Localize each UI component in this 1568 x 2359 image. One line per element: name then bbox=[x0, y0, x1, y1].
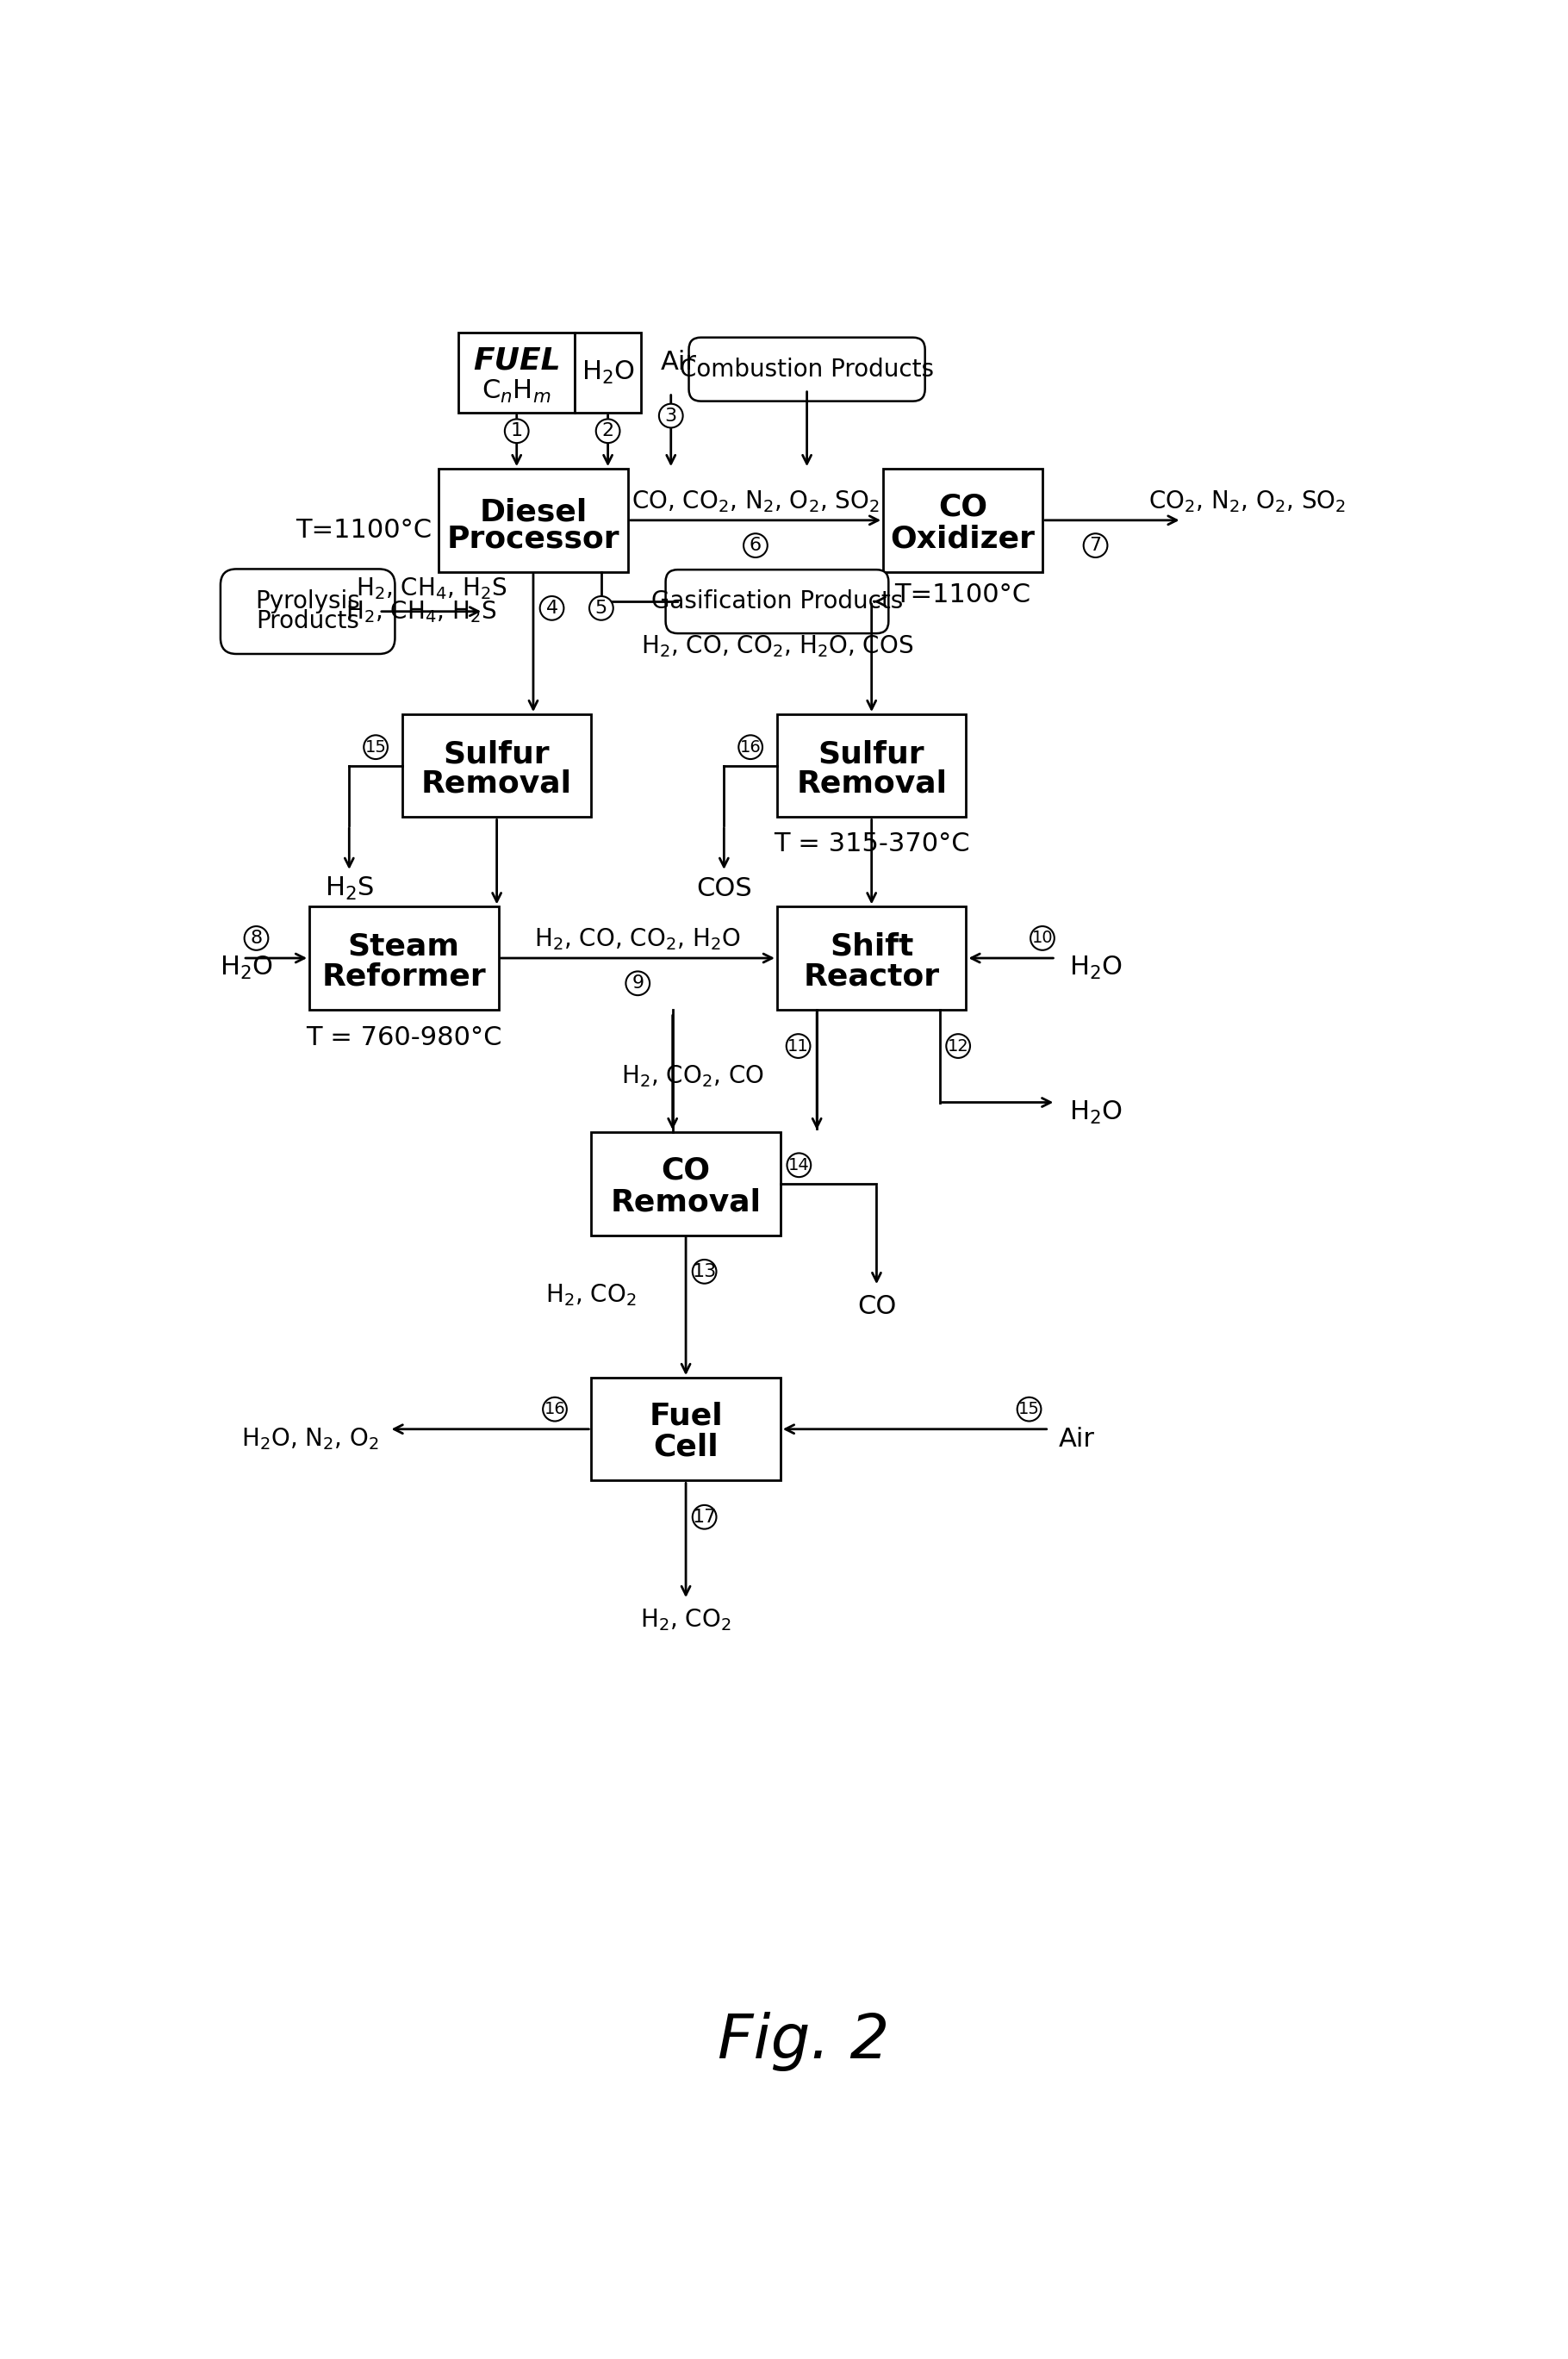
Text: Removal: Removal bbox=[422, 769, 572, 800]
FancyBboxPatch shape bbox=[221, 569, 395, 653]
FancyBboxPatch shape bbox=[688, 337, 925, 401]
Circle shape bbox=[1030, 927, 1054, 951]
Text: Reformer: Reformer bbox=[321, 962, 486, 991]
Text: 1: 1 bbox=[511, 422, 522, 439]
Text: T=1100°C: T=1100°C bbox=[296, 517, 433, 543]
Text: 13: 13 bbox=[691, 1262, 717, 1281]
Circle shape bbox=[693, 1505, 717, 1529]
Text: C$_n$H$_m$: C$_n$H$_m$ bbox=[481, 377, 552, 406]
Text: 14: 14 bbox=[789, 1156, 809, 1172]
Text: Fig. 2: Fig. 2 bbox=[718, 2012, 889, 2071]
Circle shape bbox=[590, 597, 613, 620]
Circle shape bbox=[739, 736, 762, 760]
Text: Removal: Removal bbox=[610, 1187, 760, 1217]
Text: CO: CO bbox=[662, 1156, 710, 1184]
Text: Sulfur: Sulfur bbox=[818, 738, 925, 769]
Text: H$_2$, CO$_2$, CO: H$_2$, CO$_2$, CO bbox=[621, 1064, 764, 1090]
Text: H$_2$S: H$_2$S bbox=[325, 875, 373, 901]
Text: 4: 4 bbox=[546, 599, 558, 616]
Circle shape bbox=[364, 736, 387, 760]
Text: H$_2$, CO$_2$: H$_2$, CO$_2$ bbox=[640, 1606, 731, 1632]
Circle shape bbox=[659, 403, 684, 427]
Text: 9: 9 bbox=[632, 974, 644, 991]
Text: H$_2$O: H$_2$O bbox=[1069, 955, 1123, 981]
Circle shape bbox=[539, 597, 564, 620]
Text: Reactor: Reactor bbox=[803, 962, 939, 991]
Text: 6: 6 bbox=[750, 538, 762, 554]
Text: CO$_2$, N$_2$, O$_2$, SO$_2$: CO$_2$, N$_2$, O$_2$, SO$_2$ bbox=[1148, 488, 1345, 514]
Text: 15: 15 bbox=[365, 738, 386, 755]
Text: H$_2$, CH$_4$, H$_2$S: H$_2$, CH$_4$, H$_2$S bbox=[345, 599, 497, 625]
Text: H$_2$, CO, CO$_2$, H$_2$O, COS: H$_2$, CO, CO$_2$, H$_2$O, COS bbox=[641, 635, 913, 661]
Circle shape bbox=[245, 927, 268, 951]
Text: Gasification Products: Gasification Products bbox=[651, 590, 903, 613]
Circle shape bbox=[787, 1154, 811, 1177]
Text: Cell: Cell bbox=[654, 1432, 718, 1463]
Text: H$_2$O: H$_2$O bbox=[1069, 1099, 1123, 1125]
Circle shape bbox=[743, 533, 767, 557]
Bar bbox=[575, 333, 641, 413]
Text: Sulfur: Sulfur bbox=[444, 738, 550, 769]
Text: Steam: Steam bbox=[348, 932, 459, 960]
Bar bbox=[778, 715, 966, 816]
Bar bbox=[459, 333, 575, 413]
Text: 16: 16 bbox=[544, 1401, 566, 1418]
Text: Pyrolysis: Pyrolysis bbox=[256, 590, 361, 613]
Text: Products: Products bbox=[256, 609, 359, 635]
Text: Processor: Processor bbox=[447, 524, 619, 552]
Circle shape bbox=[786, 1033, 811, 1057]
Text: T = 315-370°C: T = 315-370°C bbox=[773, 830, 969, 856]
Text: 3: 3 bbox=[665, 408, 677, 425]
Text: Combustion Products: Combustion Products bbox=[681, 356, 935, 382]
Text: 2: 2 bbox=[602, 422, 615, 439]
FancyBboxPatch shape bbox=[665, 569, 889, 632]
Circle shape bbox=[946, 1033, 971, 1057]
Text: Air: Air bbox=[1058, 1427, 1094, 1451]
Text: CO: CO bbox=[858, 1293, 897, 1319]
Text: 15: 15 bbox=[1019, 1401, 1040, 1418]
Text: Air: Air bbox=[662, 349, 698, 375]
Bar bbox=[591, 1132, 781, 1236]
Bar bbox=[439, 469, 627, 571]
Text: Removal: Removal bbox=[797, 769, 947, 800]
Bar bbox=[309, 906, 499, 1010]
Circle shape bbox=[543, 1397, 566, 1420]
Text: 16: 16 bbox=[740, 738, 760, 755]
Text: 5: 5 bbox=[596, 599, 607, 616]
Text: CO, CO$_2$, N$_2$, O$_2$, SO$_2$: CO, CO$_2$, N$_2$, O$_2$, SO$_2$ bbox=[632, 488, 880, 514]
Circle shape bbox=[505, 420, 528, 443]
Text: COS: COS bbox=[696, 875, 753, 901]
Text: T=1100°C: T=1100°C bbox=[895, 583, 1030, 606]
Text: H$_2$O: H$_2$O bbox=[220, 955, 273, 981]
Text: H$_2$, CO$_2$: H$_2$, CO$_2$ bbox=[546, 1281, 637, 1307]
Text: 7: 7 bbox=[1090, 538, 1102, 554]
Text: Fuel: Fuel bbox=[649, 1401, 723, 1432]
Text: 11: 11 bbox=[787, 1038, 809, 1054]
Text: FUEL: FUEL bbox=[474, 347, 560, 375]
Text: H$_2$, CO, CO$_2$, H$_2$O: H$_2$, CO, CO$_2$, H$_2$O bbox=[535, 927, 742, 953]
Text: 17: 17 bbox=[691, 1507, 717, 1526]
Text: H$_2$O: H$_2$O bbox=[582, 359, 635, 387]
Bar bbox=[778, 906, 966, 1010]
Text: 12: 12 bbox=[947, 1038, 969, 1054]
Circle shape bbox=[1018, 1397, 1041, 1420]
Text: 8: 8 bbox=[251, 929, 262, 946]
Bar bbox=[883, 469, 1043, 571]
Text: Oxidizer: Oxidizer bbox=[891, 524, 1035, 552]
Text: H$_2$, CH$_4$, H$_2$S: H$_2$, CH$_4$, H$_2$S bbox=[356, 576, 506, 602]
Text: Shift: Shift bbox=[829, 932, 914, 960]
Circle shape bbox=[626, 972, 649, 995]
Bar bbox=[591, 1378, 781, 1481]
Circle shape bbox=[1083, 533, 1107, 557]
Circle shape bbox=[596, 420, 619, 443]
Text: CO: CO bbox=[938, 493, 988, 521]
Bar bbox=[403, 715, 591, 816]
Text: Diesel: Diesel bbox=[480, 498, 588, 526]
Text: T = 760-980°C: T = 760-980°C bbox=[306, 1024, 502, 1050]
Text: 10: 10 bbox=[1032, 929, 1054, 946]
Circle shape bbox=[693, 1260, 717, 1283]
Text: H$_2$O, N$_2$, O$_2$: H$_2$O, N$_2$, O$_2$ bbox=[241, 1427, 379, 1451]
